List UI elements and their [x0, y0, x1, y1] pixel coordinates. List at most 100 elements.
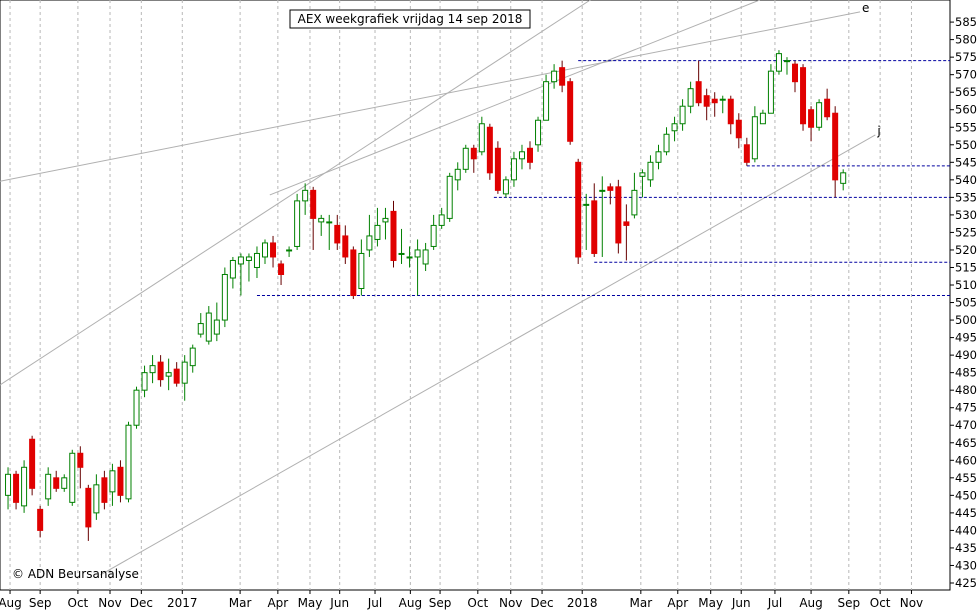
candle-body: [583, 203, 590, 206]
candle-body: [808, 109, 815, 128]
x-tick-label: Oct: [68, 596, 89, 610]
candle-body: [840, 172, 847, 184]
candle-body: [703, 95, 710, 107]
candle-body: [165, 372, 172, 377]
candle-body: [21, 466, 28, 507]
x-tick-label: Jul: [367, 596, 382, 610]
y-tick-label: 435: [955, 541, 977, 555]
candle-body: [45, 473, 52, 500]
y-tick-label: 575: [955, 50, 977, 64]
x-tick-label: Oct: [870, 596, 891, 610]
candle-body: [655, 151, 662, 163]
x-tick-label: Nov: [499, 596, 522, 610]
y-tick-label: 475: [955, 401, 977, 415]
y-tick-label: 550: [955, 138, 977, 152]
candle-body: [69, 452, 76, 503]
candle-body: [446, 175, 453, 219]
y-tick-label: 585: [955, 15, 977, 29]
candle-body: [832, 112, 839, 181]
candle-body: [800, 67, 807, 125]
trendline-label: j: [876, 124, 880, 138]
y-tick-label: 440: [955, 523, 977, 537]
candle-body: [310, 189, 317, 219]
candle-body: [510, 158, 517, 181]
candle-body: [29, 438, 36, 489]
candle-body: [270, 242, 277, 258]
candle-body: [286, 249, 293, 252]
candle-body: [486, 126, 493, 174]
candle-body: [543, 81, 550, 121]
x-tick-label: Aug: [0, 596, 22, 610]
candle-body: [679, 105, 686, 125]
y-tick-label: 505: [955, 296, 977, 310]
candle-body: [213, 319, 220, 335]
x-tick-label: Jun: [731, 596, 751, 610]
y-tick-label: 540: [955, 173, 977, 187]
candle-body: [816, 102, 823, 128]
y-tick-label: 560: [955, 103, 977, 117]
y-tick-label: 510: [955, 278, 977, 292]
y-tick-label: 460: [955, 453, 977, 467]
candle-body: [77, 452, 84, 468]
y-tick-label: 495: [955, 331, 977, 345]
trendline-label: e: [862, 1, 869, 15]
candle-body: [53, 477, 60, 489]
candle-body: [438, 214, 445, 226]
x-tick-label: Apr: [667, 596, 688, 610]
y-tick-label: 445: [955, 506, 977, 520]
x-tick-label: Apr: [267, 596, 288, 610]
x-tick-label: 2017: [167, 596, 198, 610]
y-tick-label: 530: [955, 208, 977, 222]
candle-body: [824, 98, 831, 118]
x-tick-label: Dec: [530, 596, 553, 610]
candle-body: [759, 112, 766, 125]
candle-body: [37, 508, 44, 531]
candle-body: [374, 224, 381, 240]
candle-body: [117, 466, 124, 496]
candle-body: [382, 217, 389, 223]
x-tick-label: Jun: [329, 596, 349, 610]
candle-body: [695, 81, 702, 104]
candle-body: [302, 189, 309, 202]
candle-body: [719, 98, 726, 101]
y-tick-label: 450: [955, 488, 977, 502]
x-tick-label: Sep: [838, 596, 861, 610]
candle-body: [141, 372, 148, 391]
x-tick-label: Nov: [900, 596, 923, 610]
candle-body: [366, 235, 373, 251]
candle-body: [406, 256, 413, 259]
y-tick-label: 535: [955, 190, 977, 204]
candle-body: [454, 168, 461, 181]
y-tick-label: 490: [955, 348, 977, 362]
candle-body: [735, 119, 742, 139]
candle-body: [607, 186, 614, 191]
candle-body: [157, 361, 164, 381]
candle-body: [535, 119, 542, 146]
candle-body: [783, 60, 790, 63]
candle-body: [390, 210, 397, 261]
title-box: [289, 9, 531, 29]
x-tick-label: Sep: [429, 596, 452, 610]
candle-body: [229, 259, 236, 279]
candle-body: [639, 172, 646, 177]
candle-body: [149, 365, 156, 374]
watermark: © ADN Beursanalyse: [12, 567, 139, 581]
x-tick-label: Mar: [630, 596, 653, 610]
y-tick-label: 570: [955, 68, 977, 82]
candle-body: [727, 98, 734, 125]
candle-body: [559, 67, 566, 86]
y-tick-label: 555: [955, 120, 977, 134]
x-tick-label: Aug: [399, 596, 422, 610]
y-tick-label: 455: [955, 471, 977, 485]
candle-body: [181, 361, 188, 384]
candle-body: [591, 200, 598, 254]
x-tick-label: Sep: [29, 596, 52, 610]
candle-body: [494, 147, 501, 191]
candle-body: [414, 249, 421, 258]
candle-body: [398, 252, 405, 255]
candle-body: [342, 235, 349, 258]
candle-body: [551, 70, 558, 83]
candle-body: [792, 63, 799, 83]
candle-body: [615, 186, 622, 244]
